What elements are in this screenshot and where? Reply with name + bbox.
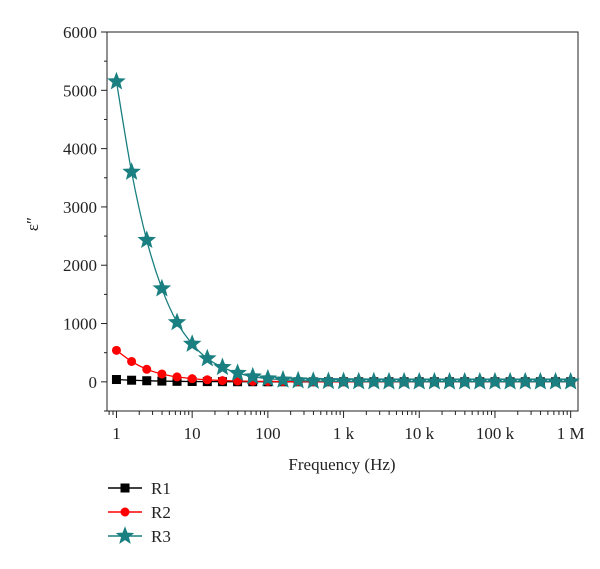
data-point [394, 371, 414, 390]
series-layer [107, 71, 580, 390]
y-axis-ticks: 0 1000 2000 3000 4000 5000 6000 [63, 23, 107, 412]
data-point [515, 371, 535, 390]
data-point [379, 371, 399, 390]
data-point [425, 371, 444, 390]
data-point [364, 371, 384, 390]
legend-label: R2 [151, 503, 171, 522]
x-tick-label: 1 k [333, 424, 355, 443]
data-point [167, 312, 187, 331]
data-point [304, 371, 323, 389]
legend-item-r1: R1 [108, 479, 171, 498]
x-tick-label: 10 [184, 424, 201, 443]
data-point [349, 371, 368, 390]
data-point [531, 371, 550, 390]
y-tick-label: 4000 [63, 140, 97, 159]
data-point [182, 334, 202, 352]
x-tick-label: 100 k [476, 424, 515, 443]
legend: R1 R2 R3 [108, 479, 171, 546]
data-point [142, 364, 152, 374]
data-point [243, 366, 262, 385]
series-r3 [107, 71, 580, 390]
data-point [107, 71, 126, 90]
data-point [187, 374, 197, 384]
data-point [409, 371, 429, 390]
data-point [115, 526, 135, 544]
y-tick-label: 1000 [63, 315, 97, 334]
data-point [157, 376, 167, 386]
data-point [288, 370, 308, 389]
y-tick-label: 5000 [63, 81, 97, 100]
data-point [319, 371, 338, 390]
data-point [127, 356, 137, 366]
data-point [228, 363, 247, 381]
data-point [470, 371, 490, 390]
data-point [120, 483, 130, 493]
y-tick-label: 6000 [63, 23, 97, 42]
x-tick-label: 10 k [404, 424, 434, 443]
series-line [115, 81, 571, 383]
data-point [546, 371, 565, 390]
data-point [455, 371, 474, 390]
data-point [122, 162, 141, 180]
data-point [258, 368, 278, 387]
x-axis-ticks: 1 10 100 1 k 10 k 100 k 1 M [108, 411, 585, 443]
data-point [440, 371, 459, 390]
data-point [500, 371, 520, 390]
x-axis-title: Frequency (Hz) [288, 455, 395, 474]
y-tick-label: 3000 [63, 198, 97, 217]
data-point [334, 371, 353, 390]
data-point [120, 507, 130, 517]
y-tick-label: 2000 [63, 256, 97, 275]
data-point [273, 370, 293, 388]
x-tick-label: 1 [112, 424, 121, 443]
data-point [127, 375, 137, 385]
data-point [202, 375, 212, 385]
data-point [142, 376, 152, 386]
data-point [111, 345, 121, 355]
y-tick-label: 0 [89, 373, 98, 392]
data-point [561, 371, 580, 390]
plot-frame [106, 31, 579, 412]
data-point [137, 230, 157, 249]
data-point [485, 371, 505, 390]
x-tick-label: 1 M [557, 424, 585, 443]
legend-label: R1 [151, 479, 171, 498]
legend-item-r3: R3 [108, 526, 171, 546]
data-point [152, 278, 172, 297]
y-axis-title: ε″ [23, 217, 42, 231]
x-tick-label: 100 [255, 424, 281, 443]
data-point [172, 372, 182, 382]
data-point [157, 369, 167, 379]
legend-item-r2: R2 [108, 503, 171, 522]
data-point [198, 348, 217, 367]
data-point [111, 375, 121, 385]
data-point [217, 376, 227, 386]
data-point [213, 357, 232, 376]
legend-label: R3 [151, 527, 171, 546]
